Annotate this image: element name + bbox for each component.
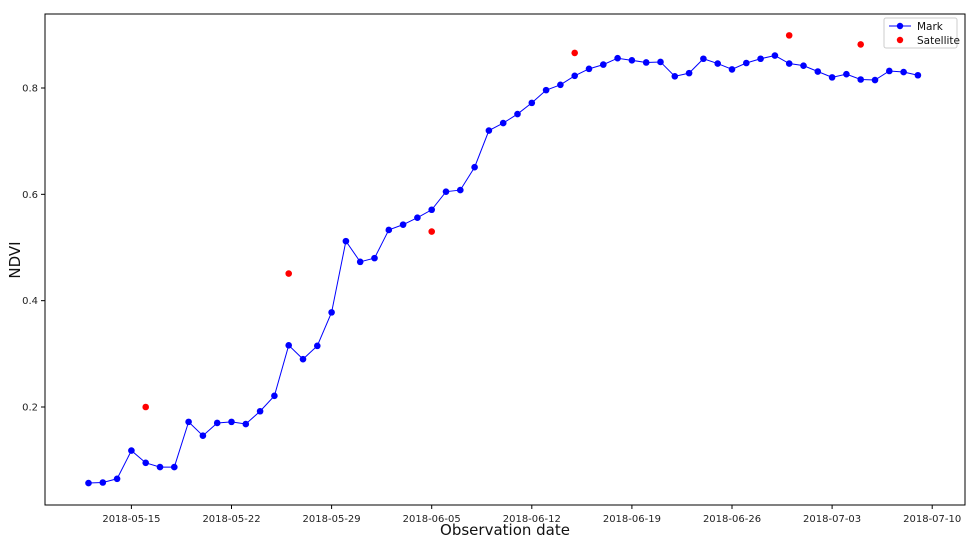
x-tick-label: 2018-06-19 xyxy=(603,514,661,525)
mark-data-point xyxy=(700,55,707,63)
mark-data-point xyxy=(99,479,107,486)
mark-data-point xyxy=(814,68,822,75)
mark-data-point xyxy=(871,76,879,84)
legend-satellite-marker xyxy=(896,36,904,44)
mark-data-point xyxy=(328,309,335,316)
y-tick-label: 0.4 xyxy=(22,296,38,307)
mark-data-point xyxy=(342,237,350,245)
mark-data-point xyxy=(657,58,664,66)
x-tick-label: 2018-05-15 xyxy=(102,514,160,525)
mark-data-point xyxy=(471,163,478,171)
legend-mark-marker xyxy=(896,22,904,30)
y-axis-title: NDVI xyxy=(6,241,24,278)
x-tick-label: 2018-05-22 xyxy=(202,514,260,525)
x-axis-title: Observation date xyxy=(440,521,570,539)
mark-data-point xyxy=(285,342,293,349)
mark-data-point xyxy=(514,110,521,118)
mark-data-point xyxy=(557,81,564,89)
mark-data-point xyxy=(714,60,721,67)
mark-data-point xyxy=(900,68,907,76)
mark-data-point xyxy=(800,62,807,69)
mark-data-point xyxy=(771,52,779,59)
mark-data-point xyxy=(600,61,607,68)
legend-mark-label: Mark xyxy=(917,21,944,33)
mark-data-point xyxy=(857,76,864,83)
satellite-data-point xyxy=(857,41,864,48)
mark-data-point xyxy=(728,66,736,73)
mark-data-point xyxy=(828,74,836,81)
satellite-data-point xyxy=(285,270,293,277)
mark-data-point xyxy=(228,418,235,426)
mark-data-point xyxy=(743,59,750,67)
mark-data-point xyxy=(614,54,621,62)
x-tick-label: 2018-06-26 xyxy=(703,514,761,525)
series-layer xyxy=(85,32,922,487)
x-axis-ticks: 2018-05-15 2018-05-22 2018-05-29 2018-06-05… xyxy=(102,505,961,525)
x-tick-label: 2018-06-05 xyxy=(403,514,461,525)
mark-data-point xyxy=(399,221,407,228)
mark-data-point xyxy=(371,254,378,262)
mark-data-point xyxy=(428,206,436,214)
mark-data-point xyxy=(256,407,264,415)
satellite-data-point xyxy=(571,49,578,57)
mark-data-point xyxy=(499,119,507,127)
mark-data-point xyxy=(442,188,450,195)
satellite-data-point xyxy=(142,403,149,411)
mark-data-point xyxy=(185,418,192,426)
satellite-data-point xyxy=(785,32,793,39)
mark-data-point xyxy=(113,475,121,483)
mark-data-point xyxy=(914,71,922,79)
mark-data-point xyxy=(414,214,421,222)
y-axis-ticks: 0.2 0.4 0.6 0.8 xyxy=(22,84,45,414)
mark-data-point xyxy=(585,65,593,73)
mark-data-point xyxy=(671,73,679,80)
mark-data-point xyxy=(886,67,893,75)
x-tick-label: 2018-05-29 xyxy=(303,514,361,525)
legend-satellite-label: Satellite xyxy=(917,35,960,47)
mark-data-point xyxy=(642,59,650,66)
mark-data-point xyxy=(628,57,636,64)
mark-data-point xyxy=(156,463,164,471)
plot-frame xyxy=(44,13,966,506)
mark-data-point xyxy=(213,419,221,427)
mark-data-point xyxy=(199,432,207,440)
y-tick-label: 0.6 xyxy=(22,190,38,201)
x-tick-label: 2018-07-03 xyxy=(803,514,861,525)
mark-data-point xyxy=(171,463,178,471)
mark-data-point xyxy=(128,447,135,454)
mark-data-point xyxy=(299,355,307,363)
mark-data-point xyxy=(843,70,850,78)
y-tick-label: 0.2 xyxy=(22,403,38,414)
legend: Mark Satellite xyxy=(883,17,960,49)
mark-data-point xyxy=(385,226,393,234)
mark-series-line xyxy=(88,55,919,484)
x-tick-label: 2018-06-12 xyxy=(503,514,561,525)
mark-data-point xyxy=(142,459,149,467)
mark-data-point xyxy=(85,479,92,487)
mark-data-point xyxy=(314,342,321,350)
mark-data-point xyxy=(356,258,364,266)
mark-data-point xyxy=(785,60,793,67)
satellite-data-point xyxy=(428,228,436,235)
mark-data-point xyxy=(542,86,550,94)
mark-data-point xyxy=(685,69,693,77)
mark-data-point xyxy=(571,72,578,80)
mark-data-point xyxy=(457,186,464,194)
mark-data-point xyxy=(528,99,536,107)
mark-data-point xyxy=(271,392,278,400)
mark-data-point xyxy=(242,420,250,428)
y-tick-label: 0.8 xyxy=(22,84,38,95)
x-tick-label: 2018-07-10 xyxy=(903,514,961,525)
mark-data-point xyxy=(757,55,764,63)
mark-data-point xyxy=(485,127,493,134)
